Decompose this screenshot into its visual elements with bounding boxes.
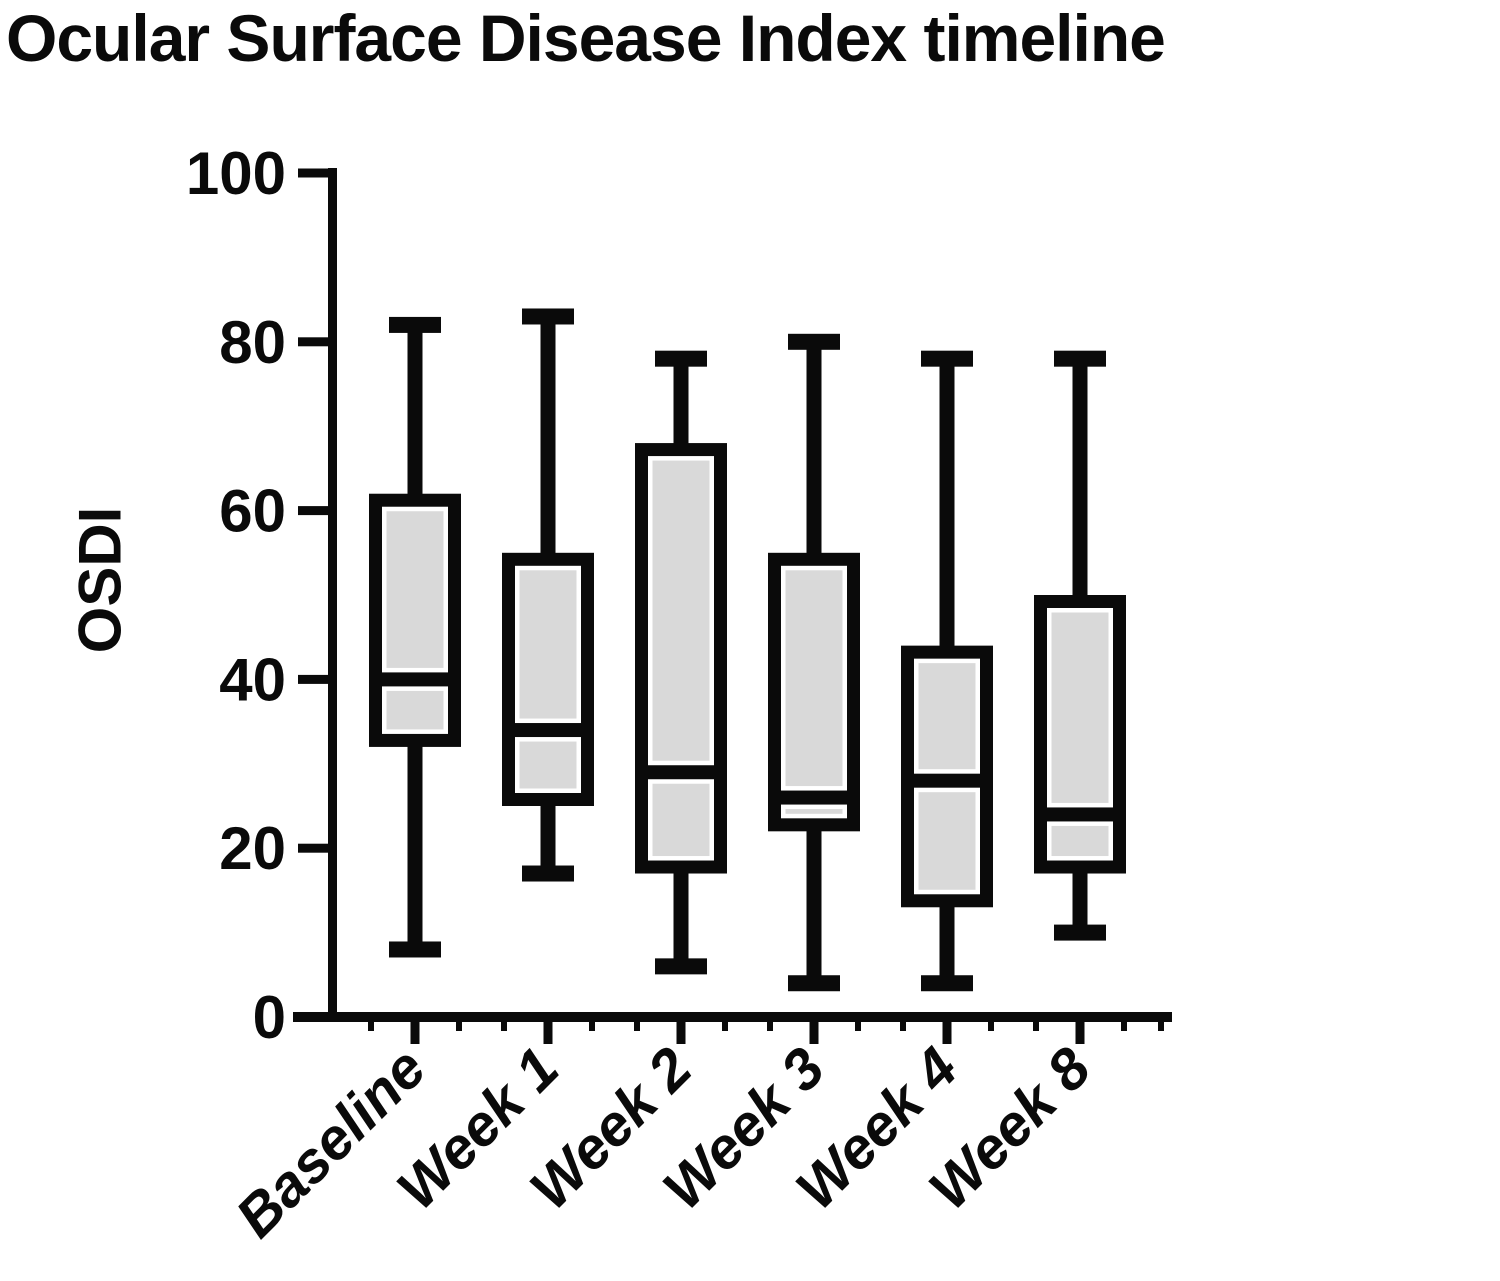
box-fill-upper bbox=[917, 662, 977, 771]
box-plot-week-3 bbox=[768, 333, 860, 992]
x-minor-tick bbox=[1033, 1022, 1039, 1031]
median-line bbox=[781, 790, 847, 805]
y-tick-label: 80 bbox=[219, 309, 286, 376]
x-category-label: Baseline bbox=[224, 1035, 439, 1250]
box-fill-lower bbox=[1050, 824, 1110, 858]
whisker-cap-top bbox=[1054, 350, 1106, 367]
box-fill-lower bbox=[917, 791, 977, 891]
whisker-cap-bottom bbox=[1054, 924, 1106, 941]
box-fill-upper bbox=[385, 510, 445, 669]
whisker-cap-bottom bbox=[522, 865, 574, 882]
x-minor-tick bbox=[589, 1022, 595, 1031]
chart-title: Ocular Surface Disease Index timeline bbox=[6, 1, 1166, 75]
median-line bbox=[515, 723, 581, 738]
whisker-cap-top bbox=[655, 350, 707, 367]
x-minor-tick bbox=[1158, 1022, 1164, 1031]
box-fill-upper bbox=[1050, 611, 1110, 804]
x-category-tick bbox=[942, 1022, 952, 1044]
box-fill-upper bbox=[784, 569, 844, 788]
y-tick bbox=[298, 843, 328, 853]
x-axis-line bbox=[293, 1012, 1172, 1022]
whisker-cap-bottom bbox=[921, 975, 973, 992]
box-fill-upper bbox=[518, 569, 578, 720]
x-category-tick bbox=[410, 1022, 420, 1044]
whisker-cap-top bbox=[788, 333, 840, 350]
x-minor-tick bbox=[855, 1022, 861, 1031]
y-tick-label: 40 bbox=[219, 646, 286, 713]
y-tick-label: 0 bbox=[253, 984, 286, 1051]
y-tick-label: 20 bbox=[219, 815, 286, 882]
whisker-cap-bottom bbox=[788, 975, 840, 992]
x-minor-tick bbox=[1121, 1022, 1127, 1031]
x-minor-tick bbox=[456, 1022, 462, 1031]
x-minor-tick bbox=[767, 1022, 773, 1031]
box-plot-week-4 bbox=[901, 350, 993, 992]
median-line bbox=[382, 672, 448, 687]
box-fill-lower bbox=[651, 782, 711, 858]
y-tick bbox=[298, 1012, 328, 1022]
median-line bbox=[914, 773, 980, 788]
whisker-cap-bottom bbox=[389, 941, 441, 958]
y-tick bbox=[298, 674, 328, 684]
y-tick-label: 100 bbox=[186, 140, 286, 207]
y-tick bbox=[298, 337, 328, 347]
y-axis-line bbox=[328, 168, 337, 1022]
box-plot-week-2 bbox=[635, 350, 727, 975]
median-line bbox=[1047, 807, 1113, 822]
x-minor-tick bbox=[722, 1022, 728, 1031]
whisker-cap-bottom bbox=[655, 958, 707, 975]
whisker-cap-top bbox=[522, 308, 574, 325]
whisker-cap-top bbox=[389, 316, 441, 333]
box-fill-upper bbox=[651, 459, 711, 762]
box-fill-lower bbox=[518, 740, 578, 790]
x-minor-tick bbox=[501, 1022, 507, 1031]
box-plot-week-1 bbox=[502, 308, 594, 882]
y-tick bbox=[298, 168, 328, 178]
x-minor-tick bbox=[634, 1022, 640, 1031]
box-fill-lower bbox=[385, 689, 445, 731]
y-tick-label: 60 bbox=[219, 478, 286, 545]
median-line bbox=[648, 765, 714, 780]
x-category-tick bbox=[543, 1022, 553, 1044]
x-minor-tick bbox=[368, 1022, 374, 1031]
whisker-cap-top bbox=[921, 350, 973, 367]
x-category-tick bbox=[1075, 1022, 1085, 1044]
x-category-tick bbox=[809, 1022, 819, 1044]
box-fill-lower bbox=[784, 808, 844, 815]
x-minor-tick bbox=[988, 1022, 994, 1031]
x-category-tick bbox=[676, 1022, 686, 1044]
x-minor-tick bbox=[900, 1022, 906, 1031]
box-plot-week-8 bbox=[1034, 350, 1126, 941]
box-plot-baseline bbox=[369, 316, 461, 958]
y-tick bbox=[298, 506, 328, 516]
